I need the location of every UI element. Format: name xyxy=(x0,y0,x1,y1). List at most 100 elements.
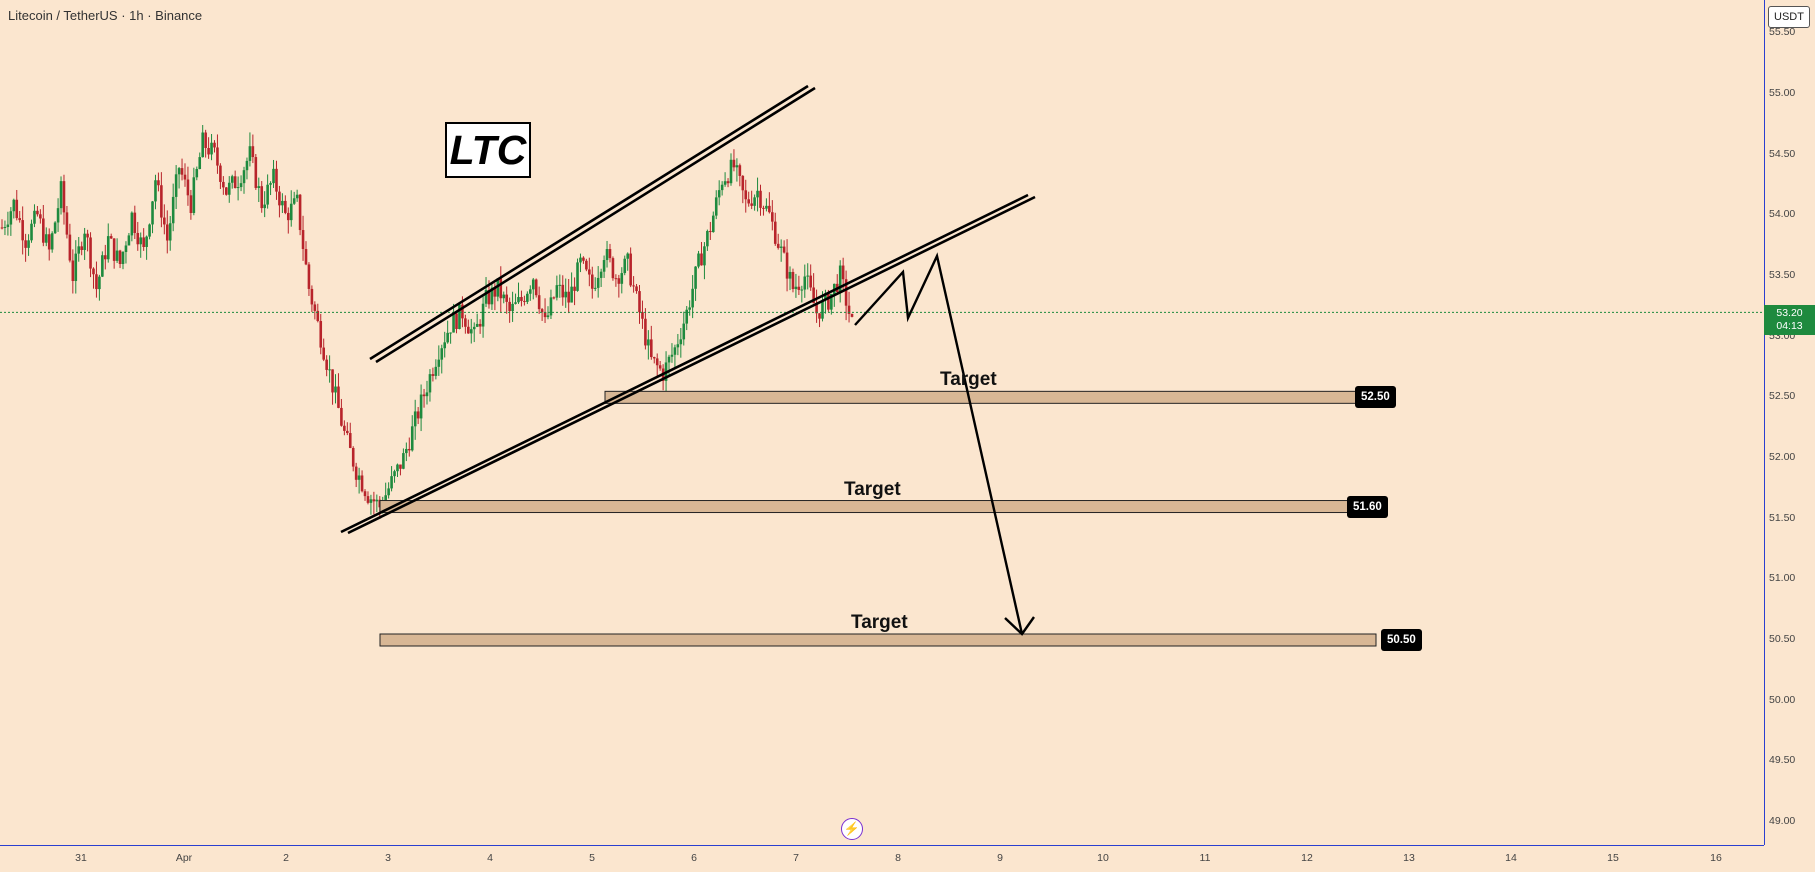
candle-body xyxy=(714,197,718,216)
candle-body xyxy=(139,237,143,245)
candle-body xyxy=(301,230,305,250)
candle-body xyxy=(493,287,497,297)
candle-body xyxy=(337,386,340,408)
price-tick-label: 51.50 xyxy=(1769,511,1796,524)
candle-body xyxy=(596,277,600,288)
candle-body xyxy=(841,265,845,280)
candle-body xyxy=(469,329,473,334)
target-zone-51.6[interactable] xyxy=(379,500,1350,514)
candle-body xyxy=(458,304,461,329)
candle-body xyxy=(393,471,396,477)
candle-body xyxy=(505,294,508,302)
candle-body xyxy=(95,274,98,290)
candle-body xyxy=(360,475,364,492)
candle-body xyxy=(257,186,261,188)
candle-body xyxy=(36,210,39,215)
candle-body xyxy=(68,234,72,261)
candle-body xyxy=(546,315,550,318)
candle-body xyxy=(729,159,733,184)
candle-body xyxy=(198,157,202,170)
candle-body xyxy=(455,313,458,329)
candle-body xyxy=(130,212,134,236)
candle-body xyxy=(502,294,506,299)
candle-body xyxy=(771,212,774,222)
chart-plot-area[interactable] xyxy=(0,0,1764,845)
price-tick-label: 54.00 xyxy=(1769,208,1796,221)
candle-body xyxy=(558,284,562,286)
candle-body xyxy=(756,190,759,198)
candle-body xyxy=(292,198,296,204)
candlestick-series xyxy=(0,125,854,519)
candle-body xyxy=(242,170,246,184)
candle-body xyxy=(655,358,659,366)
candle-body xyxy=(703,246,706,266)
candle-body xyxy=(225,187,228,195)
candle-body xyxy=(815,303,818,314)
candle-body xyxy=(641,312,644,319)
candle-body xyxy=(112,238,116,261)
currency-label[interactable]: USDT xyxy=(1768,6,1810,28)
lower-channel-line xyxy=(340,193,1029,534)
time-tick-label: 9 xyxy=(997,852,1003,864)
candle-body xyxy=(543,312,547,318)
candle-body xyxy=(260,186,264,209)
price-axis[interactable]: 55.50 55.00 54.50 54.00 53.50 53.00 52.50 52.00… xyxy=(1764,0,1815,845)
candle-body xyxy=(65,212,69,235)
target-zones xyxy=(379,390,1377,647)
candle-body xyxy=(620,273,624,284)
price-tick-label: 49.50 xyxy=(1769,754,1796,767)
candle-body xyxy=(652,357,656,359)
candle-body xyxy=(773,221,777,244)
candle-body xyxy=(517,297,520,303)
candle-body xyxy=(127,235,131,246)
candle-body xyxy=(472,326,476,330)
candle-body xyxy=(779,246,783,248)
candle-body xyxy=(304,249,308,265)
candle-body xyxy=(343,425,346,431)
candle-body xyxy=(573,286,576,291)
candle-body xyxy=(145,236,148,247)
candle-body xyxy=(647,339,650,346)
candle-body xyxy=(658,365,662,369)
candle-body xyxy=(254,157,258,188)
candle-body xyxy=(644,318,647,346)
candle-body xyxy=(585,260,588,270)
candle-body xyxy=(794,286,798,290)
candle-body xyxy=(92,268,95,275)
price-tick-label: 51.00 xyxy=(1769,572,1796,585)
target-zone-50.5[interactable] xyxy=(379,633,1377,647)
lightning-bolt-icon[interactable]: ⚡ xyxy=(841,818,863,840)
candle-body xyxy=(340,407,343,426)
candle-body xyxy=(248,146,252,161)
candle-body xyxy=(266,184,269,205)
candle-body xyxy=(762,207,765,209)
candle-body xyxy=(3,226,7,228)
candle-body xyxy=(514,302,517,304)
target-zone-52.5[interactable] xyxy=(604,390,1358,404)
time-axis[interactable]: 31 Apr 2 3 4 5 6 7 8 9 10 11 12 13 14 15 16 xyxy=(0,845,1764,872)
target-label-3: Target xyxy=(851,612,908,633)
candle-body xyxy=(697,253,700,267)
candle-body xyxy=(782,246,786,253)
candle-body xyxy=(313,304,317,311)
candle-body xyxy=(720,184,724,191)
candle-body xyxy=(295,194,299,199)
candle-body xyxy=(673,347,677,355)
candle-body xyxy=(222,181,225,188)
candle-body xyxy=(103,255,107,260)
candle-body xyxy=(694,266,697,289)
candle-body xyxy=(396,464,399,472)
time-tick-label: 12 xyxy=(1301,852,1313,864)
time-tick-label: 14 xyxy=(1505,852,1517,864)
candle-body xyxy=(570,286,573,303)
candle-body xyxy=(80,246,83,250)
candle-body xyxy=(528,289,532,294)
candle-body xyxy=(440,348,444,360)
candle-body xyxy=(803,276,807,290)
time-tick-label: 2 xyxy=(283,852,289,864)
candle-body xyxy=(89,237,92,269)
candle-body xyxy=(77,246,81,254)
level-tag-51.60: 51.60 xyxy=(1347,496,1388,518)
candle-body xyxy=(806,275,810,277)
candle-body xyxy=(425,392,429,397)
